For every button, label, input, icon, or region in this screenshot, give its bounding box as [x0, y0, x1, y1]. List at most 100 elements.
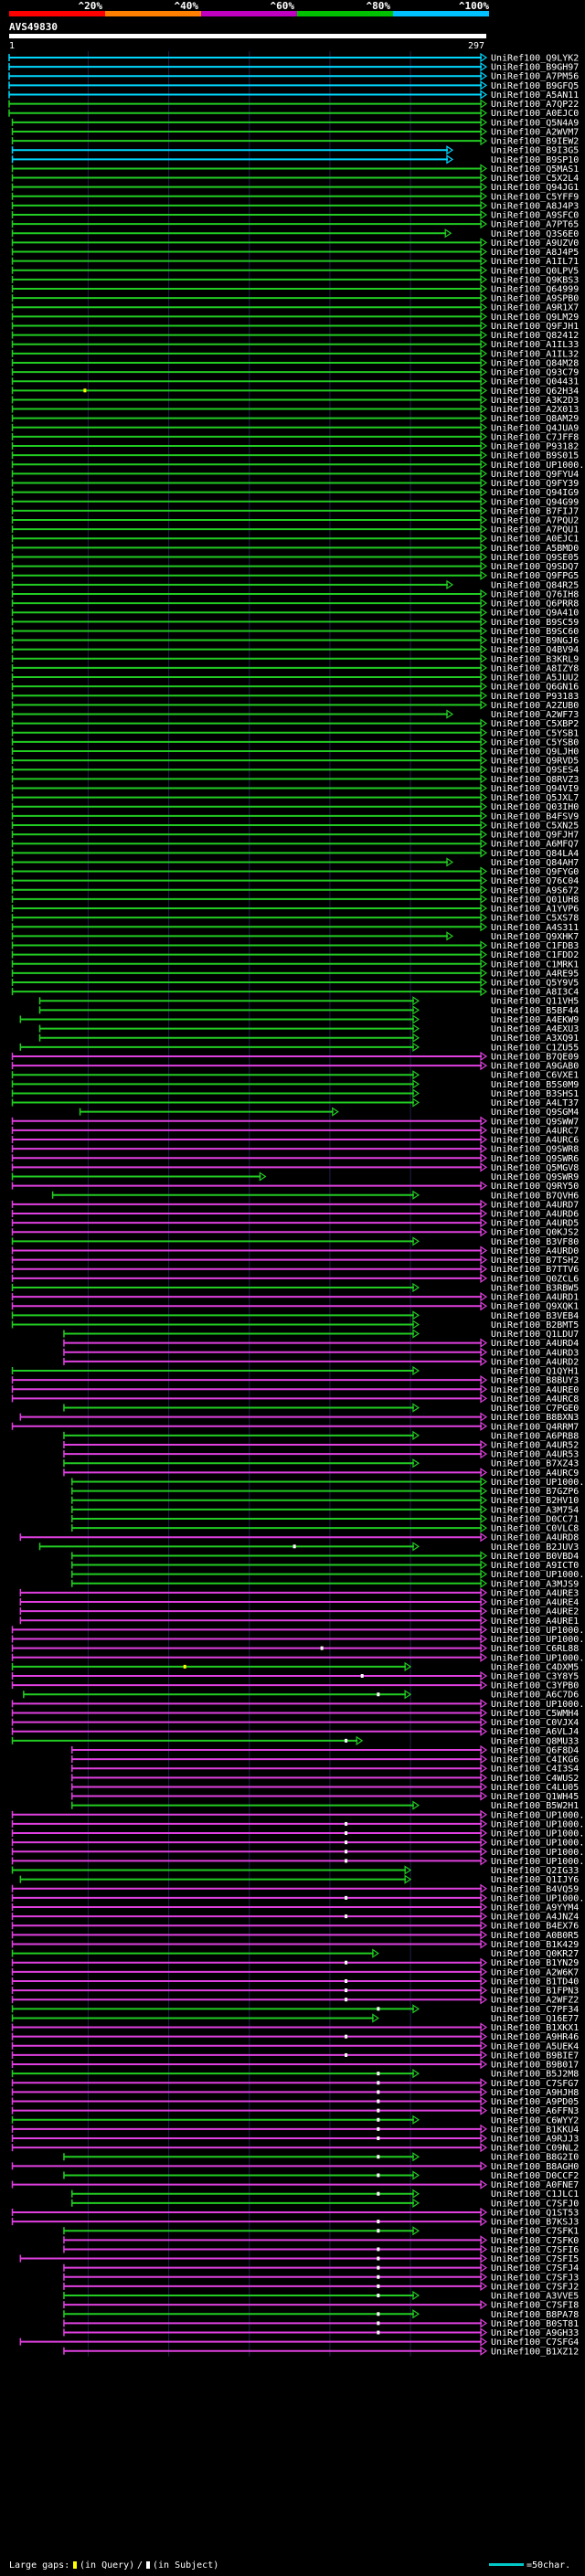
- hit-row[interactable]: UniRef100_B9SC59: [11, 617, 580, 628]
- hit-row[interactable]: UniRef100_UP1000...: [11, 1856, 585, 1867]
- hit-row[interactable]: UniRef100_C7SFJ0: [71, 2198, 580, 2209]
- hit-row[interactable]: UniRef100_A6VLJ4: [11, 1726, 580, 1737]
- hit-label[interactable]: UniRef100_C4I3S4: [491, 1765, 579, 1775]
- hit-row[interactable]: UniRef100_A0B0R5: [11, 1930, 580, 1941]
- hit-label[interactable]: UniRef100_B7GZP6: [491, 1487, 579, 1497]
- hit-label[interactable]: UniRef100_B7TSH2: [491, 1256, 579, 1266]
- hit-label[interactable]: UniRef100_Q0KR27: [491, 1949, 579, 1959]
- hit-row[interactable]: UniRef100_Q0KR27: [11, 1948, 580, 1959]
- hit-row[interactable]: UniRef100_A6C7D6: [23, 1690, 579, 1701]
- hit-label[interactable]: UniRef100_C0VLC8: [491, 1524, 579, 1534]
- hit-label[interactable]: UniRef100_Q2IG33: [491, 1866, 579, 1876]
- hit-row[interactable]: UniRef100_Q8AM29: [11, 413, 580, 424]
- hit-label[interactable]: UniRef100_UP1000...: [491, 1848, 585, 1858]
- hit-row[interactable]: UniRef100_B5W2H1: [71, 1800, 580, 1811]
- hit-row[interactable]: UniRef100_A4URE3: [19, 1587, 579, 1598]
- hit-row[interactable]: UniRef100_Q62H34: [11, 386, 580, 397]
- hit-label[interactable]: UniRef100_B3SHS1: [491, 1089, 579, 1099]
- hit-label[interactable]: UniRef100_B1KKU4: [491, 2125, 579, 2135]
- hit-row[interactable]: UniRef100_Q04431: [11, 376, 580, 387]
- hit-label[interactable]: UniRef100_B7QE09: [491, 1052, 579, 1062]
- hit-row[interactable]: UniRef100_A4URE1: [19, 1616, 579, 1627]
- hit-row[interactable]: UniRef100_A3VVE5: [63, 2290, 579, 2302]
- hit-row[interactable]: UniRef100_Q8RVZ3: [11, 774, 580, 785]
- hit-label[interactable]: UniRef100_A2X013: [491, 405, 579, 415]
- hit-label[interactable]: UniRef100_B3VEB4: [491, 1311, 579, 1321]
- hit-row[interactable]: UniRef100_C7SFK1: [63, 2226, 579, 2237]
- hit-label[interactable]: UniRef100_Q5JXL7: [491, 793, 579, 803]
- hit-row[interactable]: UniRef100_Q9FPG5: [11, 570, 580, 581]
- hit-row[interactable]: UniRef100_B7TSH2: [11, 1255, 580, 1266]
- hit-label[interactable]: UniRef100_Q8RVZ3: [491, 775, 579, 785]
- hit-row[interactable]: UniRef100_B7TTV6: [11, 1264, 580, 1275]
- hit-row[interactable]: UniRef100_C5YSB1: [11, 727, 580, 738]
- hit-row[interactable]: UniRef100_B0VBD4: [71, 1551, 580, 1562]
- hit-row[interactable]: UniRef100_Q5N4A9: [11, 117, 580, 128]
- hit-row[interactable]: UniRef100_C09NL2: [11, 2142, 580, 2154]
- hit-row[interactable]: UniRef100_UP1000...: [11, 1847, 585, 1858]
- hit-row[interactable]: UniRef100_B1YN29: [11, 1957, 580, 1968]
- hit-row[interactable]: UniRef100_B7QE09: [11, 1051, 580, 1062]
- hit-label[interactable]: UniRef100_Q03IH0: [491, 802, 579, 812]
- hit-label[interactable]: UniRef100_C7SFJ3: [491, 2273, 579, 2283]
- hit-row[interactable]: UniRef100_Q9KBS3: [11, 274, 580, 285]
- hit-label[interactable]: UniRef100_C7SFI5: [491, 2254, 579, 2264]
- hit-row[interactable]: UniRef100_B4VQ59: [11, 1883, 580, 1894]
- hit-label[interactable]: UniRef100_C5YSB1: [491, 728, 579, 738]
- hit-label[interactable]: UniRef100_C1JLC1: [491, 2189, 579, 2200]
- hit-row[interactable]: UniRef100_A4EKW9: [19, 1014, 579, 1025]
- hit-label[interactable]: UniRef100_Q5N4A9: [491, 118, 579, 128]
- hit-row[interactable]: UniRef100_Q94JG1: [11, 182, 580, 193]
- hit-label[interactable]: UniRef100_Q0ZCL6: [491, 1274, 579, 1284]
- hit-row[interactable]: UniRef100_B9I3G5: [11, 145, 580, 156]
- hit-row[interactable]: UniRef100_A5JUU2: [11, 672, 580, 684]
- hit-label[interactable]: UniRef100_A7QP22: [491, 100, 579, 110]
- hit-label[interactable]: UniRef100_B7KSJ3: [491, 2218, 579, 2228]
- hit-label[interactable]: UniRef100_Q5MAS1: [491, 164, 579, 175]
- hit-label[interactable]: UniRef100_UP1000...: [491, 1819, 585, 1829]
- hit-label[interactable]: UniRef100_A4URC6: [491, 1136, 579, 1146]
- hit-label[interactable]: UniRef100_B4VQ59: [491, 1884, 579, 1894]
- hit-label[interactable]: UniRef100_A4UR53: [491, 1450, 579, 1460]
- hit-label[interactable]: UniRef100_A5AN11: [491, 90, 579, 101]
- hit-label[interactable]: UniRef100_B8BUY3: [491, 1376, 579, 1386]
- hit-row[interactable]: UniRef100_Q84M28: [11, 357, 580, 368]
- hit-label[interactable]: UniRef100_A4URD1: [491, 1293, 579, 1303]
- hit-row[interactable]: UniRef100_C7PGE0: [63, 1403, 579, 1414]
- hit-label[interactable]: UniRef100_Q8AM29: [491, 414, 579, 424]
- hit-label[interactable]: UniRef100_A0B0R5: [491, 1931, 579, 1941]
- hit-row[interactable]: UniRef100_A9ICT0: [71, 1560, 580, 1571]
- hit-row[interactable]: UniRef100_B9GH97: [8, 61, 579, 73]
- hit-row[interactable]: UniRef100_Q0ZCL6: [11, 1273, 580, 1284]
- hit-label[interactable]: UniRef100_P93182: [491, 442, 579, 452]
- hit-row[interactable]: UniRef100_Q5JXL7: [11, 792, 580, 803]
- hit-label[interactable]: UniRef100_Q9SWR8: [491, 1145, 579, 1155]
- hit-row[interactable]: UniRef100_Q4RRM7: [11, 1421, 580, 1432]
- hit-row[interactable]: UniRef100_Q9LM29: [11, 312, 580, 323]
- hit-row[interactable]: UniRef100_A9HJH8: [11, 2087, 580, 2098]
- hit-label[interactable]: UniRef100_C4LU05: [491, 1783, 579, 1793]
- hit-row[interactable]: UniRef100_Q5MAS1: [11, 164, 580, 175]
- hit-row[interactable]: UniRef100_C1FDD2: [11, 949, 580, 960]
- hit-row[interactable]: UniRef100_A4UR53: [63, 1448, 579, 1460]
- hit-row[interactable]: UniRef100_C7PF34: [11, 2004, 580, 2015]
- hit-label[interactable]: UniRef100_A9HR46: [491, 2032, 579, 2042]
- hit-row[interactable]: UniRef100_Q0LPV5: [11, 265, 580, 276]
- hit-row[interactable]: UniRef100_B2HV10: [71, 1495, 580, 1506]
- hit-label[interactable]: UniRef100_C1MRK1: [491, 959, 579, 970]
- hit-row[interactable]: UniRef100_A4URD0: [11, 1246, 580, 1256]
- hit-label[interactable]: UniRef100_Q9FY39: [491, 479, 579, 489]
- hit-row[interactable]: UniRef100_A7PT65: [11, 219, 580, 230]
- hit-label[interactable]: UniRef100_B1TD40: [491, 1977, 579, 1987]
- hit-label[interactable]: UniRef100_C6RL88: [491, 1644, 579, 1654]
- hit-label[interactable]: UniRef100_A9ICT0: [491, 1561, 579, 1571]
- hit-label[interactable]: UniRef100_A4LT37: [491, 1098, 579, 1108]
- hit-row[interactable]: UniRef100_A9SFC0: [11, 209, 580, 221]
- hit-row[interactable]: UniRef100_Q9RY50: [11, 1181, 580, 1192]
- hit-label[interactable]: UniRef100_B3RBW5: [491, 1283, 579, 1293]
- hit-row[interactable]: UniRef100_B3VF80: [11, 1236, 580, 1247]
- hit-row[interactable]: UniRef100_B1XKX1: [11, 2022, 580, 2033]
- hit-row[interactable]: UniRef100_C5XS78: [11, 913, 580, 924]
- hit-label[interactable]: UniRef100_UP1000...: [491, 1626, 585, 1636]
- hit-row[interactable]: UniRef100_Q9FJH1: [11, 321, 580, 332]
